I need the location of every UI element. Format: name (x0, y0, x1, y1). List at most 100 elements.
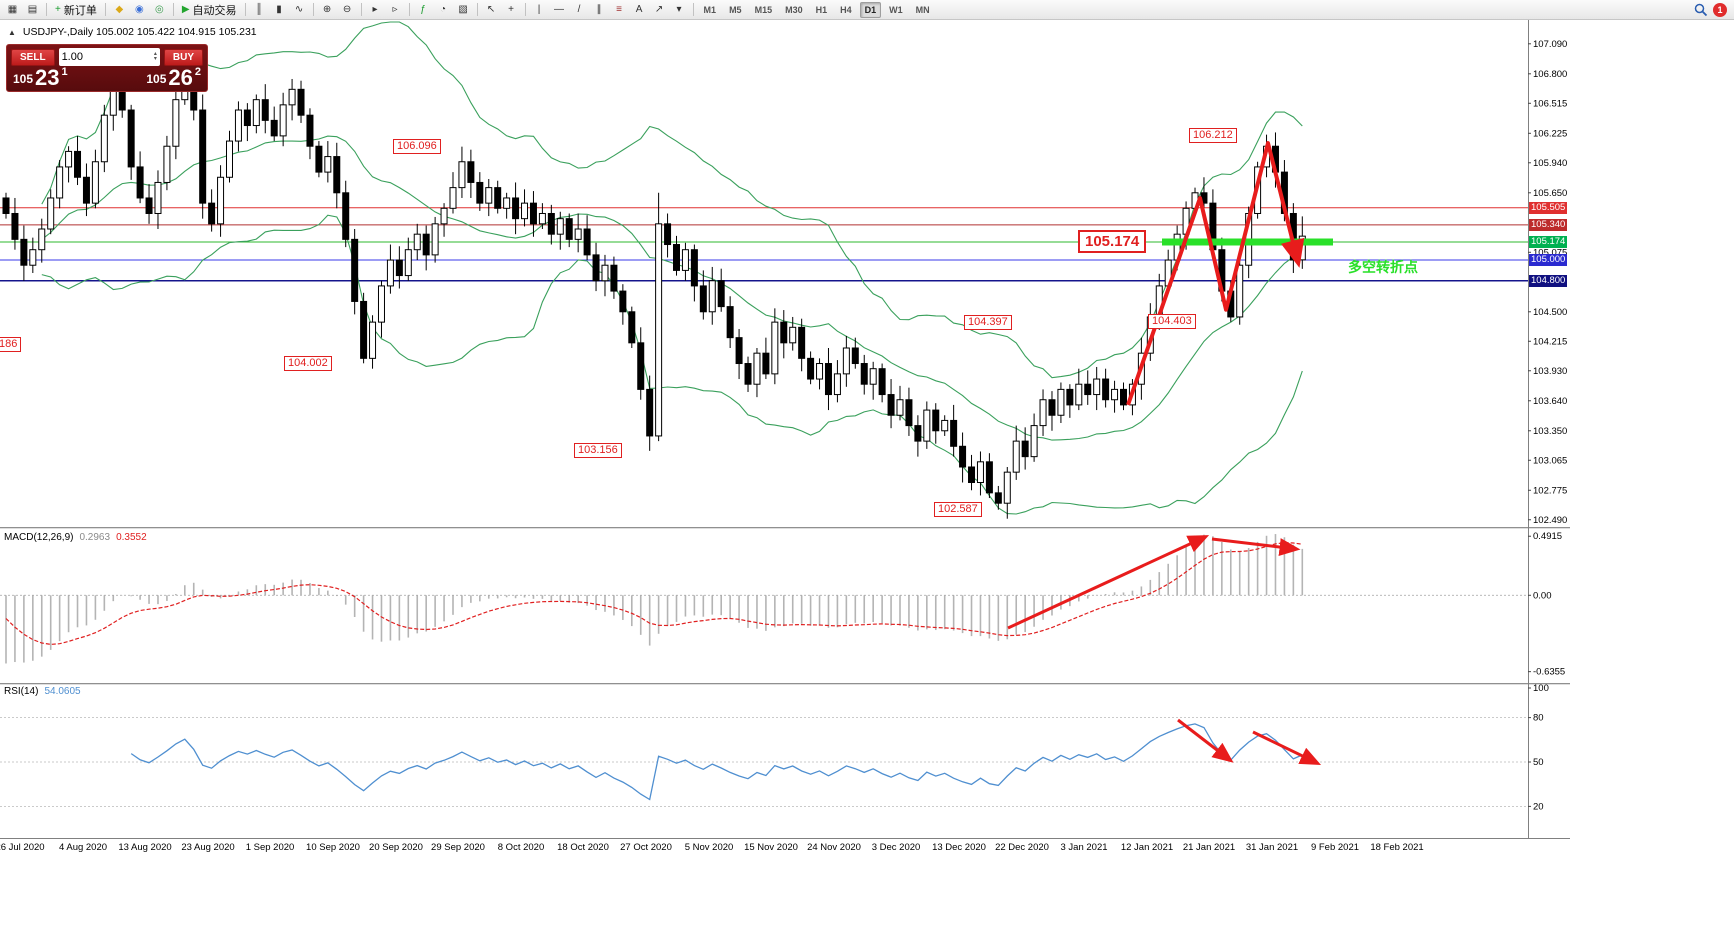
cursor-icon[interactable]: ↖ (486, 4, 496, 15)
svg-text:103.930: 103.930 (1533, 366, 1567, 377)
price-axis-tag: 105.000 (1529, 254, 1568, 266)
volume-input[interactable]: 1.00 ▴ ▾ (58, 48, 160, 66)
one-click-trading-panel: SELL 1.00 ▴ ▾ BUY 105 23 1 105 26 2 (6, 44, 208, 92)
price-label-object[interactable]: 104.002 (284, 356, 332, 371)
news-icon[interactable]: ◎ (154, 4, 164, 15)
ohlc-text: USDJPY-,Daily 105.002 105.422 104.915 10… (22, 26, 257, 38)
search-icon[interactable] (1694, 3, 1708, 17)
time-label: 4 Aug 2020 (58, 842, 108, 853)
timeframe-h4[interactable]: H4 (840, 4, 852, 15)
price-label-object[interactable]: 104.397 (964, 315, 1012, 330)
volume-down-icon[interactable]: ▾ (153, 56, 157, 62)
fibonacci-icon[interactable]: ≡ (616, 4, 622, 15)
time-axis[interactable]: 26 Jul 2020 4 Aug 2020 13 Aug 2020 23 Aug 2… (0, 838, 1570, 856)
price-chart[interactable]: 107.090 106.800 106.515 106.225 105.940 105.6… (0, 20, 1570, 838)
timeframe-mn[interactable]: MN (915, 4, 930, 15)
price-label-object[interactable]: 186 (0, 337, 22, 352)
new-order-button[interactable]: + 新订单 (55, 4, 97, 17)
periods-icon[interactable]: ◔ (440, 4, 447, 15)
time-label: 26 Jul 2020 (0, 842, 45, 853)
buy-button[interactable]: BUY (163, 48, 203, 66)
shapes-dropdown-icon[interactable]: ▾ (676, 4, 682, 15)
toolbar-separator (476, 3, 478, 16)
svg-text:50: 50 (1533, 757, 1544, 768)
chart-profiles-icon[interactable]: ▤ (27, 4, 38, 15)
ohlc-info: ▲ USDJPY-,Daily 105.002 105.422 104.915 … (8, 26, 257, 38)
price-label-object[interactable]: 106.096 (393, 139, 441, 154)
sell-price-sup: 1 (61, 66, 68, 78)
price-label-object[interactable]: 106.212 (1189, 128, 1237, 143)
price-label-object[interactable]: 103.156 (574, 443, 622, 458)
note-text[interactable]: 多空转折点 (1348, 259, 1418, 275)
trendline-icon[interactable]: / (577, 4, 581, 15)
equidistant-channel-icon[interactable]: ∥ (596, 4, 602, 15)
svg-text:103.065: 103.065 (1533, 455, 1567, 466)
bar-chart-icon[interactable]: ║ (255, 4, 263, 15)
one-click-toggle[interactable]: ▲ (8, 27, 16, 37)
toolbar-separator (244, 3, 246, 16)
time-label: 22 Dec 2020 (995, 842, 1049, 853)
time-label: 5 Nov 2020 (684, 842, 734, 853)
sell-price: 105 23 1 (13, 66, 68, 89)
line-chart-icon[interactable]: ∿ (294, 4, 304, 15)
time-label: 23 Aug 2020 (181, 842, 235, 853)
toolbar-separator (46, 3, 47, 16)
svg-text:104.215: 104.215 (1533, 336, 1567, 347)
notification-badge[interactable]: 1 (1713, 2, 1727, 17)
time-label: 20 Sep 2020 (369, 842, 423, 853)
timeframe-h1[interactable]: H1 (815, 4, 828, 15)
svg-text:20: 20 (1533, 801, 1544, 812)
main-toolbar: ▦ ▤ + 新订单 ◆ ◉ ◎ ▶ 自动交易 ║ ▮ ∿ ⊕ ⊖ ▸ ▹ ƒ ◔ ▧ ↖ + | — / ∥ ≡ A ↗ ▾ M1 M5 M1… (0, 0, 1734, 20)
time-label: 21 Jan 2021 (1182, 842, 1236, 853)
svg-text:106.225: 106.225 (1533, 128, 1567, 139)
text-icon[interactable]: A (635, 4, 643, 15)
auto-scroll-icon[interactable]: ▸ (372, 4, 378, 15)
svg-text:102.490: 102.490 (1533, 515, 1567, 526)
svg-text:106.515: 106.515 (1533, 98, 1567, 109)
price-label-object[interactable]: 104.403 (1148, 314, 1196, 329)
price-axis-tag: 104.800 (1529, 275, 1568, 287)
macd-signal-value: 0.3552 (116, 532, 147, 543)
metaeditor-icon[interactable]: ◆ (115, 4, 124, 15)
timeframe-m1[interactable]: M1 (703, 4, 717, 15)
zoom-out-icon[interactable]: ⊖ (342, 4, 352, 15)
svg-text:-0.6355: -0.6355 (1533, 667, 1565, 678)
arrows-icon[interactable]: ↗ (654, 4, 664, 15)
chart-shift-icon[interactable]: ▹ (392, 4, 398, 15)
time-label: 24 Nov 2020 (807, 842, 861, 853)
templates-icon[interactable]: ▧ (458, 4, 468, 15)
svg-text:105.650: 105.650 (1533, 188, 1567, 199)
timeframe-w1[interactable]: W1 (889, 4, 903, 15)
svg-text:103.350: 103.350 (1533, 426, 1567, 437)
time-label: 10 Sep 2020 (306, 842, 360, 853)
new-chart-icon[interactable]: ▦ (7, 4, 18, 15)
crosshair-icon[interactable]: + (508, 4, 514, 15)
time-label: 31 Jan 2021 (1245, 842, 1299, 853)
volume-value[interactable]: 1.00 (61, 51, 83, 63)
vertical-line-icon[interactable]: | (537, 4, 541, 15)
price-label-object[interactable]: 105.174 (1078, 230, 1147, 253)
svg-text:102.775: 102.775 (1533, 485, 1567, 496)
volume-up-icon[interactable]: ▴ (153, 51, 157, 57)
time-label: 15 Nov 2020 (744, 842, 798, 853)
timeframe-m5[interactable]: M5 (729, 4, 742, 15)
macd-main-value: 0.2963 (79, 532, 111, 543)
indicators-icon[interactable]: ƒ (420, 4, 426, 15)
timeframe-m15[interactable]: M15 (754, 4, 773, 15)
timeframe-d1[interactable]: D1 (859, 1, 882, 18)
candlestick-chart-icon[interactable]: ▮ (276, 4, 282, 15)
svg-text:0.00: 0.00 (1533, 590, 1552, 601)
toolbar-separator (172, 3, 174, 16)
price-axis-tag: 105.340 (1529, 219, 1568, 231)
volume-stepper[interactable]: ▴ ▾ (153, 51, 157, 62)
sell-button[interactable]: SELL (11, 48, 55, 66)
svg-text:104.500: 104.500 (1533, 307, 1567, 318)
horizontal-line-icon[interactable]: — (554, 4, 565, 15)
zoom-in-icon[interactable]: ⊕ (322, 4, 332, 15)
time-label: 8 Oct 2020 (497, 842, 545, 853)
community-icon[interactable]: ◉ (134, 4, 144, 15)
timeframe-m30[interactable]: M30 (785, 4, 803, 15)
buy-price: 105 26 2 (146, 67, 201, 89)
autotrading-button[interactable]: ▶ 自动交易 (181, 4, 237, 17)
price-label-object[interactable]: 102.587 (934, 502, 982, 517)
